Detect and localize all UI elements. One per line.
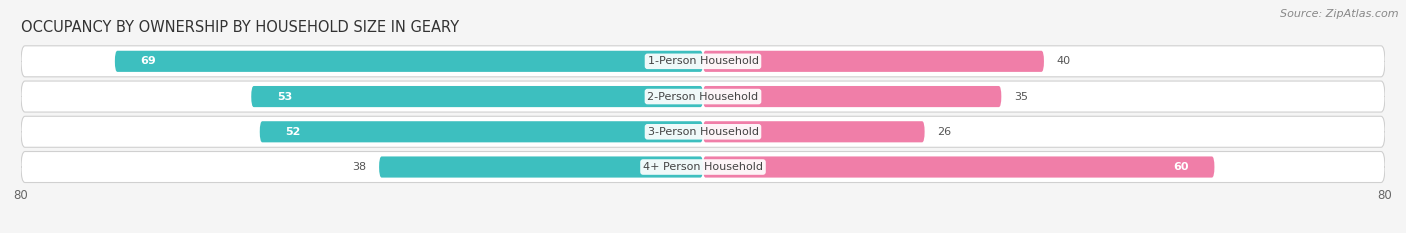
Text: 1-Person Household: 1-Person Household: [648, 56, 758, 66]
Text: 2-Person Household: 2-Person Household: [647, 92, 759, 102]
Text: 4+ Person Household: 4+ Person Household: [643, 162, 763, 172]
Text: 60: 60: [1174, 162, 1189, 172]
Text: 26: 26: [938, 127, 952, 137]
Text: 40: 40: [1057, 56, 1071, 66]
FancyBboxPatch shape: [703, 121, 925, 142]
Text: Source: ZipAtlas.com: Source: ZipAtlas.com: [1281, 9, 1399, 19]
Text: 52: 52: [285, 127, 301, 137]
Text: 69: 69: [141, 56, 156, 66]
Text: OCCUPANCY BY OWNERSHIP BY HOUSEHOLD SIZE IN GEARY: OCCUPANCY BY OWNERSHIP BY HOUSEHOLD SIZE…: [21, 20, 460, 34]
Text: 38: 38: [352, 162, 367, 172]
FancyBboxPatch shape: [21, 81, 1385, 112]
FancyBboxPatch shape: [260, 121, 703, 142]
FancyBboxPatch shape: [703, 86, 1001, 107]
FancyBboxPatch shape: [703, 156, 1215, 178]
FancyBboxPatch shape: [252, 86, 703, 107]
FancyBboxPatch shape: [21, 46, 1385, 77]
FancyBboxPatch shape: [21, 116, 1385, 147]
FancyBboxPatch shape: [21, 151, 1385, 182]
Text: 35: 35: [1014, 92, 1028, 102]
Text: 3-Person Household: 3-Person Household: [648, 127, 758, 137]
FancyBboxPatch shape: [380, 156, 703, 178]
FancyBboxPatch shape: [703, 51, 1045, 72]
FancyBboxPatch shape: [115, 51, 703, 72]
Text: 53: 53: [277, 92, 292, 102]
